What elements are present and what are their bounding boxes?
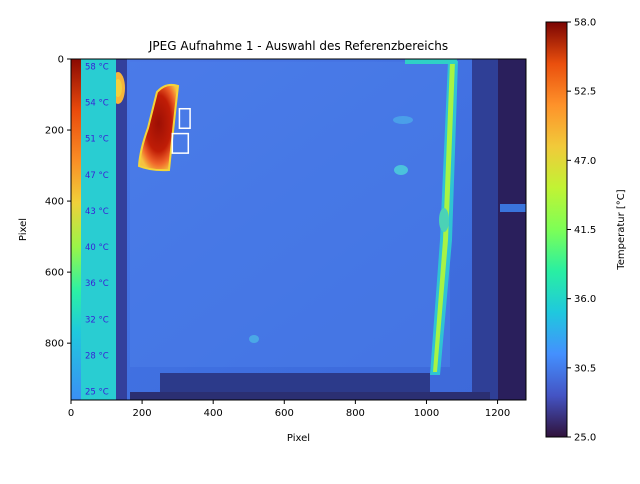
x-tick-label: 600	[275, 408, 294, 419]
temperature-scale-label: 47 °C	[85, 171, 109, 181]
colorbar-axis: 58.0 52.5 47.0 41.5 36.0 30.5 25.0	[567, 18, 596, 444]
y-axis-label: Pixel	[18, 218, 29, 241]
y-tick-label: 400	[45, 197, 64, 208]
reference-box	[171, 132, 190, 154]
temperature-scale-label: 28 °C	[85, 351, 109, 361]
colorbar-tick-label: 41.5	[574, 225, 596, 236]
colorbar-tick-label: 30.5	[574, 363, 596, 374]
temperature-scale-label: 32 °C	[85, 315, 109, 325]
y-tick-label: 200	[45, 126, 64, 137]
temperature-scale-label: 58 °C	[85, 63, 109, 73]
y-tick-label: 600	[45, 268, 64, 279]
thermal-image: 58 °C 54 °C 51 °C 47 °C 43 °C 40 °C 36 °C 32 °C…	[71, 59, 526, 400]
temperature-scale-label: 40 °C	[85, 243, 109, 253]
x-tick-label: 1200	[485, 408, 510, 419]
colorbar-tick-label: 36.0	[574, 294, 596, 305]
x-tick-label: 400	[204, 408, 223, 419]
y-axis: 0 200 400 600 800	[45, 55, 71, 350]
temperature-scale-label: 25 °C	[85, 388, 109, 398]
x-tick-label: 800	[346, 408, 365, 419]
x-axis-label: Pixel	[287, 433, 310, 444]
temperature-scale-label: 36 °C	[85, 279, 109, 289]
colorbar-tick-label: 52.5	[574, 87, 596, 98]
chart-title: JPEG Aufnahme 1 - Auswahl des Referenzbe…	[148, 39, 448, 53]
x-tick-label: 1000	[414, 408, 439, 419]
colorbar-tick-label: 47.0	[574, 156, 596, 167]
colorbar	[545, 21, 568, 438]
temperature-scale-label: 51 °C	[85, 135, 109, 145]
colorbar-label: Temperatur [°C]	[616, 189, 627, 270]
reference-box	[178, 107, 191, 130]
colorbar-tick-label: 58.0	[574, 18, 596, 29]
temperature-scale-label: 54 °C	[85, 99, 109, 109]
y-tick-label: 800	[45, 339, 64, 350]
x-tick-label: 200	[133, 408, 152, 419]
temperature-scale-label: 43 °C	[85, 207, 109, 217]
x-axis: 0 200 400 600 800 1000 1200	[68, 400, 510, 419]
plot-frame	[70, 58, 527, 401]
x-tick-label: 0	[68, 408, 74, 419]
y-tick-label: 0	[58, 55, 64, 66]
colorbar-tick-label: 25.0	[574, 433, 596, 444]
